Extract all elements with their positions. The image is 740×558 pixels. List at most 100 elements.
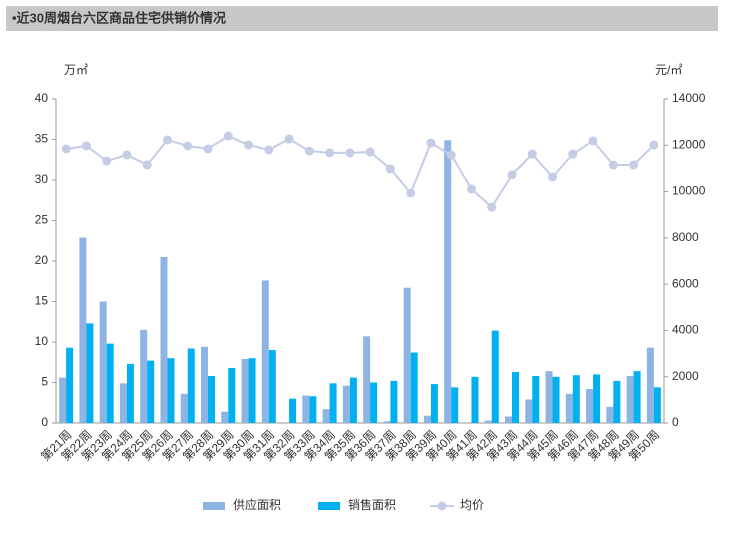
bar [160, 256, 168, 423]
bar [451, 387, 459, 423]
y-tick-label: 35 [35, 132, 49, 146]
bar [119, 383, 127, 423]
bar [633, 371, 641, 423]
legend-label: 销售面积 [348, 497, 396, 512]
bar [471, 376, 479, 423]
y-tick-label: 5 [41, 375, 48, 389]
bar [106, 343, 114, 423]
bar [342, 385, 350, 423]
line-marker [608, 160, 618, 170]
bar [390, 380, 398, 423]
bar [66, 347, 74, 423]
line-marker [406, 188, 416, 198]
line-marker [81, 141, 91, 151]
y2-tick-label: 6000 [672, 276, 699, 290]
bar [126, 363, 134, 423]
line-marker [325, 148, 335, 158]
bar [525, 399, 533, 423]
line-marker [365, 147, 375, 157]
y2-tick-label: 4000 [672, 323, 699, 337]
bar [167, 358, 175, 423]
line-marker [527, 149, 537, 159]
bar [606, 406, 614, 423]
line [65, 134, 655, 209]
bar [349, 377, 357, 423]
bar [86, 323, 94, 423]
legend-marker [437, 501, 447, 511]
line-marker [304, 146, 314, 156]
y2-tick-label: 8000 [672, 230, 699, 244]
bar [572, 375, 580, 423]
bar [289, 398, 297, 423]
bar [309, 396, 317, 423]
y2-tick-label: 0 [672, 415, 679, 429]
y-tick-label: 0 [41, 415, 48, 429]
bar [491, 330, 499, 423]
bar [261, 280, 269, 423]
bar [430, 384, 438, 423]
bar [370, 382, 378, 423]
bar [228, 367, 236, 423]
line-marker [345, 148, 355, 158]
line-marker [284, 134, 294, 144]
legend-swatch [203, 502, 225, 510]
bar [241, 359, 249, 423]
bar [187, 348, 195, 423]
bar [201, 346, 208, 423]
line-marker [102, 156, 112, 166]
line-marker [446, 150, 456, 160]
bar [545, 371, 553, 423]
bar [99, 301, 107, 423]
line-marker [588, 136, 598, 146]
y2-tick-label: 12000 [672, 137, 706, 151]
bar [410, 352, 418, 423]
bar [484, 420, 492, 423]
line-marker [507, 170, 517, 180]
y2-tick-label: 14000 [672, 91, 706, 105]
bar [363, 336, 371, 423]
bar [505, 416, 512, 423]
bar [565, 393, 573, 423]
y-tick-label: 10 [35, 334, 49, 348]
line-marker [203, 144, 213, 154]
bar [593, 374, 601, 423]
bar [403, 287, 411, 423]
line-marker [183, 141, 193, 151]
bar [383, 421, 391, 423]
bar [329, 383, 337, 423]
line-marker [548, 172, 558, 182]
legend-label: 均价 [460, 498, 484, 512]
line-marker [487, 202, 497, 212]
chart-title: •近30周烟台六区商品住宅供销价情况 [12, 10, 226, 25]
bar [208, 376, 215, 423]
legend-swatch [318, 502, 340, 510]
y-tick-label: 15 [35, 294, 49, 308]
bar [423, 415, 431, 423]
bar [248, 358, 256, 423]
bar [552, 376, 560, 423]
bar [268, 350, 276, 423]
bar [79, 237, 87, 423]
bar [512, 371, 519, 423]
bar [444, 140, 452, 423]
bar [140, 329, 148, 423]
bar [586, 388, 594, 423]
y-tick-label: 20 [35, 253, 49, 267]
line-marker [649, 140, 659, 150]
bar [180, 393, 188, 423]
line-marker [223, 131, 233, 141]
line-marker [629, 160, 639, 170]
y-tick-label: 25 [35, 213, 49, 227]
title-bar [6, 6, 718, 31]
bar [613, 380, 621, 423]
y2-tick-label: 2000 [672, 369, 699, 383]
bar [221, 411, 229, 423]
bar [147, 360, 155, 423]
y2-axis-label: 元/㎡ [655, 63, 682, 77]
y-tick-label: 40 [35, 91, 49, 105]
legend-label: 供应面积 [233, 497, 281, 512]
bar [59, 377, 67, 423]
bar [302, 395, 310, 423]
line-marker [568, 149, 578, 159]
